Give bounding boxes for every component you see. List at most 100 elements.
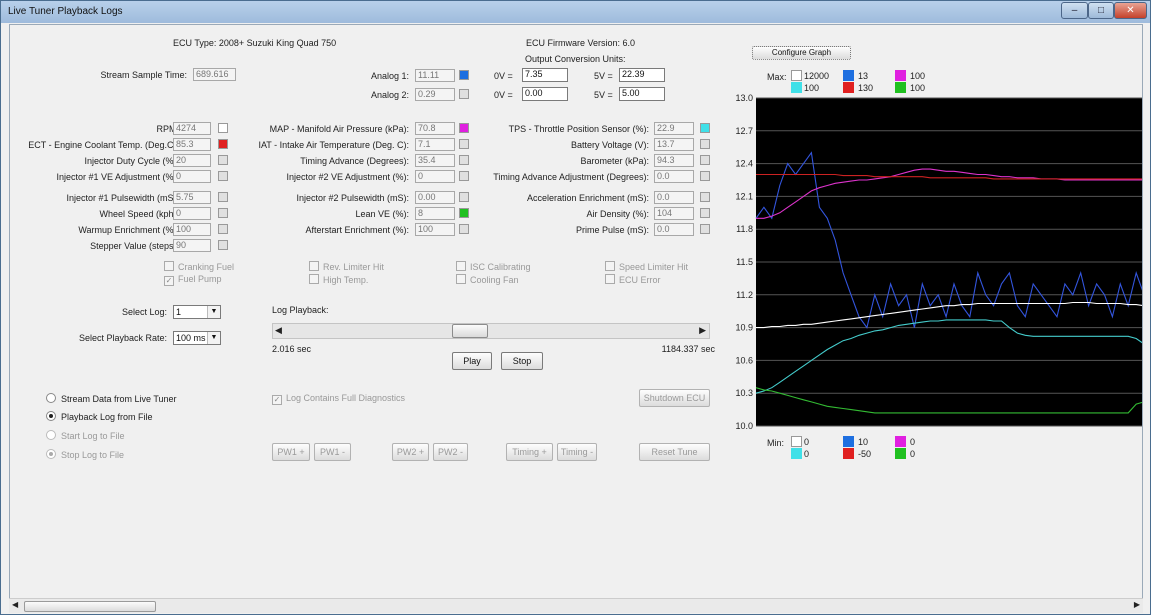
- full-diagnostics-checkbox[interactable]: ✓ Log Contains Full Diagnostics: [272, 393, 405, 405]
- timing-color[interactable]: [459, 155, 469, 165]
- timing-adj-label: Timing Advance Adjustment (Degrees):: [493, 172, 649, 182]
- timing-minus-button[interactable]: Timing -: [557, 443, 597, 461]
- timing-adj-color[interactable]: [700, 171, 710, 181]
- y-tick-label: 12.4: [735, 159, 753, 169]
- title-bar[interactable]: Live Tuner Playback Logs ‒ □ ✕: [1, 1, 1150, 23]
- a2-5v-input[interactable]: 5.00: [619, 87, 665, 101]
- legend-magenta-swatch[interactable]: [895, 436, 906, 447]
- legend-red-swatch[interactable]: [843, 448, 854, 459]
- wheel-field: 0: [173, 207, 211, 220]
- legend-cyan-swatch[interactable]: [791, 448, 802, 459]
- scroll-right-arrow[interactable]: ▶: [699, 325, 706, 335]
- legend-blue-swatch[interactable]: [843, 436, 854, 447]
- full-diagnostics-box[interactable]: ✓: [272, 395, 282, 405]
- baro-color[interactable]: [700, 155, 710, 165]
- scroll-left-arrow[interactable]: ◀: [275, 325, 282, 335]
- pw2-minus-button[interactable]: PW2 -: [433, 443, 468, 461]
- analog2-color[interactable]: [459, 89, 469, 99]
- maximize-button[interactable]: □: [1088, 2, 1114, 19]
- air-density-color[interactable]: [700, 208, 710, 218]
- series-line: [756, 173, 1142, 180]
- prime-color[interactable]: [700, 224, 710, 234]
- scrollbar-thumb[interactable]: [24, 601, 156, 612]
- y-tick-label: 13.0: [735, 93, 753, 103]
- stop-button[interactable]: Stop: [501, 352, 543, 370]
- prime-field: 0.0: [654, 223, 694, 236]
- chevron-down-icon[interactable]: ▼: [207, 306, 220, 318]
- rpm-color[interactable]: [218, 123, 228, 133]
- pw1-plus-button[interactable]: PW1 +: [272, 443, 310, 461]
- baro-field: 94.3: [654, 154, 694, 167]
- inj1-ve-color[interactable]: [218, 171, 228, 181]
- a1-5v-input[interactable]: 22.39: [619, 68, 665, 82]
- afterstart-color[interactable]: [459, 224, 469, 234]
- minimize-button[interactable]: ‒: [1061, 2, 1088, 19]
- legend-white-swatch[interactable]: [791, 436, 802, 447]
- pw2-plus-button[interactable]: PW2 +: [392, 443, 429, 461]
- analog1-label: Analog 1:: [370, 71, 409, 81]
- inj2-ve-color[interactable]: [459, 171, 469, 181]
- close-button[interactable]: ✕: [1114, 2, 1147, 19]
- legend-red-swatch[interactable]: [843, 82, 854, 93]
- battery-field: 13.7: [654, 138, 694, 151]
- min-green-value: 0: [910, 449, 916, 459]
- max-label: Max:: [767, 72, 787, 82]
- ecu-type: ECU Type: 2008+ Suzuki King Quad 750: [173, 38, 337, 48]
- a1-0v-input[interactable]: 7.35: [522, 68, 568, 82]
- legend-green-swatch[interactable]: [895, 82, 906, 93]
- timing-label: Timing Advance (Degrees):: [300, 156, 409, 166]
- baro-label: Barometer (kPa):: [580, 156, 649, 166]
- analog1-color[interactable]: [459, 70, 469, 80]
- iat-color[interactable]: [459, 139, 469, 149]
- radio-circle[interactable]: [46, 393, 56, 403]
- configure-graph-button[interactable]: Configure Graph: [752, 46, 851, 60]
- playback-rate-dropdown[interactable]: 100 ms ▼: [173, 331, 221, 345]
- battery-color[interactable]: [700, 139, 710, 149]
- legend-blue-swatch[interactable]: [843, 70, 854, 81]
- legend-cyan-swatch[interactable]: [791, 82, 802, 93]
- lean-ve-label: Lean VE (%):: [355, 209, 409, 219]
- min-red-value: -50: [858, 449, 872, 459]
- inj2-pw-color[interactable]: [459, 192, 469, 202]
- playback-slider[interactable]: ◀ ▶: [272, 323, 710, 339]
- ect-color[interactable]: [218, 139, 228, 149]
- warmup-label: Warmup Enrichment (%):: [78, 225, 179, 235]
- wheel-color[interactable]: [218, 208, 228, 218]
- lean-ve-color[interactable]: [459, 208, 469, 218]
- radio-circle[interactable]: [46, 430, 56, 440]
- timing-plus-button[interactable]: Timing +: [506, 443, 553, 461]
- warmup-color[interactable]: [218, 224, 228, 234]
- high-temp-flag: High Temp.: [309, 274, 368, 286]
- tps-field: 22.9: [654, 122, 694, 135]
- radio-circle[interactable]: [46, 411, 56, 421]
- map-color[interactable]: [459, 123, 469, 133]
- inj1-pw-color[interactable]: [218, 192, 228, 202]
- rpm-field: 4274: [173, 122, 211, 135]
- pw1-minus-button[interactable]: PW1 -: [314, 443, 351, 461]
- legend-magenta-swatch[interactable]: [895, 70, 906, 81]
- a2-0v-input[interactable]: 0.00: [522, 87, 568, 101]
- inj-duty-color[interactable]: [218, 155, 228, 165]
- shutdown-ecu-button[interactable]: Shutdown ECU: [639, 389, 710, 407]
- stepper-label: Stepper Value (steps):: [90, 241, 179, 251]
- radio-circle[interactable]: [46, 449, 56, 459]
- horizontal-scrollbar[interactable]: ◀ ▶: [9, 598, 1143, 613]
- fuel-pump-checkbox: ✓: [164, 276, 174, 286]
- log-playback-label: Log Playback:: [272, 305, 329, 315]
- select-log-dropdown[interactable]: 1 ▼: [173, 305, 221, 319]
- legend-green-swatch[interactable]: [895, 448, 906, 459]
- reset-tune-button[interactable]: Reset Tune: [639, 443, 710, 461]
- tps-color[interactable]: [700, 123, 710, 133]
- play-button[interactable]: Play: [452, 352, 492, 370]
- mode-stop-log-radio[interactable]: Stop Log to File: [46, 449, 124, 461]
- legend-white-swatch[interactable]: [791, 70, 802, 81]
- accel-color[interactable]: [700, 192, 710, 202]
- mode-stream-radio[interactable]: Stream Data from Live Tuner: [46, 393, 177, 405]
- mode-playback-radio[interactable]: Playback Log from File: [46, 411, 153, 423]
- chevron-down-icon[interactable]: ▼: [207, 332, 220, 344]
- scroll-right-arrow[interactable]: ▶: [1133, 600, 1140, 609]
- playback-slider-thumb[interactable]: [451, 324, 488, 338]
- stepper-color[interactable]: [218, 240, 228, 250]
- scroll-left-arrow[interactable]: ◀: [12, 600, 19, 609]
- mode-start-log-radio[interactable]: Start Log to File: [46, 430, 125, 442]
